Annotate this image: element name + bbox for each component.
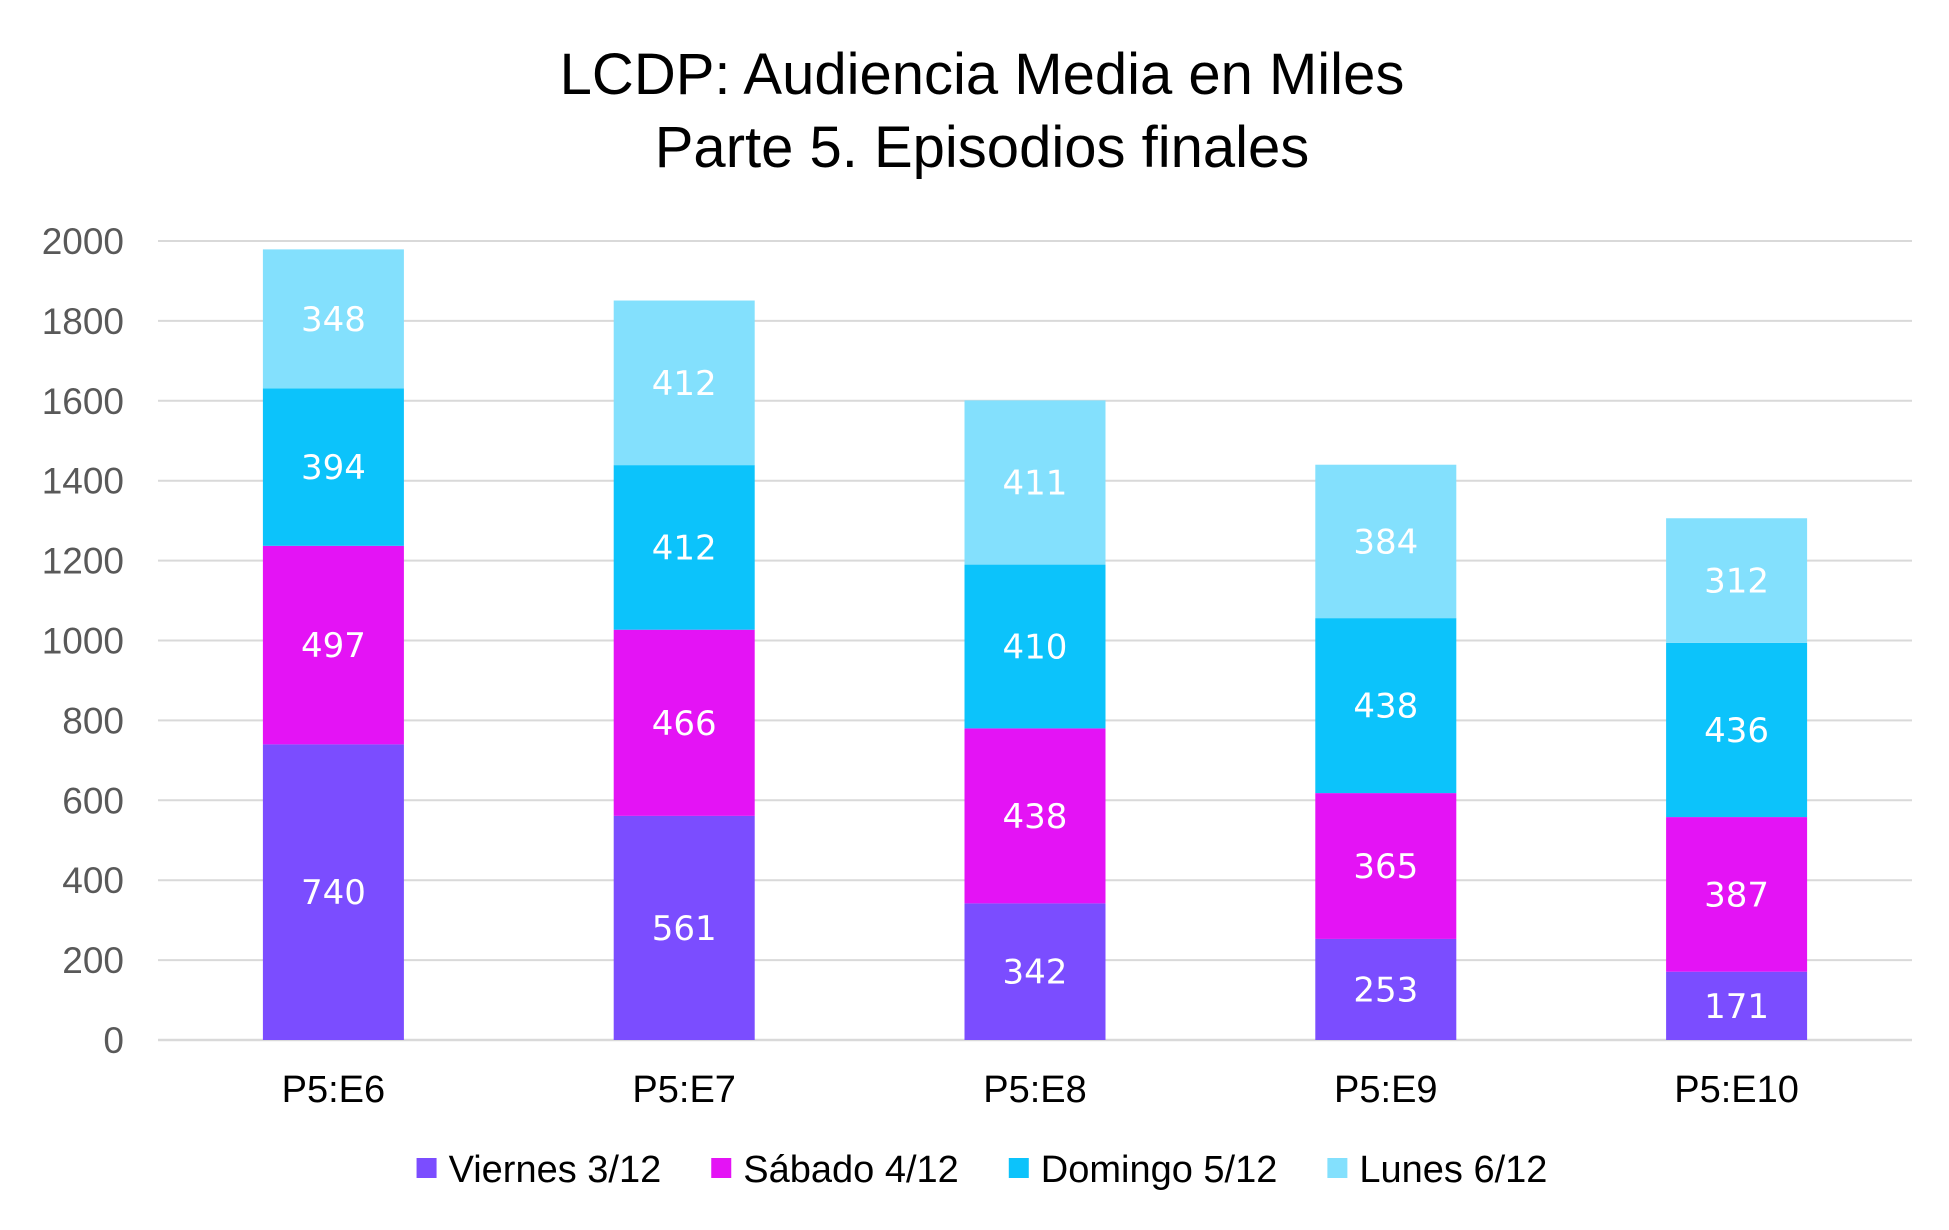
- bar-value-label: 384: [1353, 522, 1418, 562]
- y-tick-label: 800: [62, 700, 124, 741]
- y-tick-label: 600: [62, 780, 124, 821]
- bar-segment: [1666, 642, 1808, 818]
- bar-segment: [613, 629, 755, 816]
- x-category-label: P5:E7: [632, 1069, 736, 1111]
- y-tick-label: 400: [62, 860, 124, 901]
- legend-label: Domingo 5/12: [1041, 1149, 1278, 1191]
- y-tick-label: 1200: [42, 541, 124, 582]
- bar-value-label: 740: [301, 873, 366, 913]
- bar-segment: [1666, 817, 1808, 972]
- bar-value-label: 497: [301, 626, 366, 666]
- bar-value-label: 412: [652, 364, 717, 404]
- bar-value-label: 171: [1704, 987, 1769, 1027]
- bar-segment: [964, 728, 1106, 904]
- y-tick-label: 1800: [42, 301, 124, 342]
- x-category-label: P5:E6: [282, 1069, 386, 1111]
- bar-segment: [262, 388, 404, 546]
- chart-title: LCDP: Audiencia Media en Miles: [560, 42, 1405, 107]
- legend-swatch: [416, 1158, 437, 1178]
- bar-segment: [262, 744, 404, 1040]
- bars: [262, 249, 1808, 1040]
- bar-segment: [964, 903, 1106, 1040]
- bar-value-label: 438: [1353, 687, 1418, 727]
- legend-swatch: [1008, 1158, 1029, 1178]
- bar-value-label: 342: [1003, 953, 1068, 993]
- bar-value-label: 411: [1003, 463, 1068, 503]
- bar-value-label: 312: [1704, 562, 1769, 602]
- y-tick-label: 200: [62, 940, 124, 981]
- bar-segment: [613, 300, 755, 466]
- bar-value-label: 412: [652, 528, 717, 568]
- y-tick-label: 2000: [42, 221, 124, 262]
- legend-label: Viernes 3/12: [449, 1149, 662, 1191]
- legend-label: Sábado 4/12: [743, 1149, 959, 1191]
- legend-swatch: [1327, 1158, 1348, 1178]
- bar-segment: [262, 545, 404, 745]
- bar-value-label: 253: [1353, 970, 1418, 1010]
- bar-segment: [1315, 464, 1457, 619]
- legend-label: Lunes 6/12: [1359, 1149, 1547, 1191]
- bar-segment: [964, 564, 1106, 729]
- bar-value-label: 365: [1353, 847, 1418, 887]
- bar-segment: [1315, 618, 1457, 794]
- bar-value-label: 394: [301, 448, 366, 488]
- legend-swatch: [711, 1158, 732, 1178]
- y-tick-label: 1400: [42, 461, 124, 502]
- bar-value-label: 438: [1003, 797, 1068, 837]
- bar-value-label: 561: [652, 909, 717, 949]
- bar-value-label: 466: [652, 704, 717, 744]
- y-axis-ticks: 0 200 400 600 800 1000 1200 1400 1600 1800 2000: [42, 221, 124, 1061]
- bar-segment: [1666, 971, 1808, 1040]
- legend: Viernes 3/12 Sábado 4/12 Domingo 5/12 Lunes…: [416, 1149, 1547, 1191]
- bar-segment: [262, 249, 404, 389]
- bar-segment: [964, 400, 1106, 565]
- bar-value-label: 387: [1704, 875, 1769, 915]
- bar-segment: [1666, 518, 1808, 643]
- y-tick-label: 1000: [42, 621, 124, 662]
- bar-segment: [1315, 793, 1457, 939]
- chart-subtitle: Parte 5. Episodios finales: [655, 115, 1309, 180]
- bar-data-labels: 740 497 394 348 561 466 412 412 342 438 410 411 253 3…: [301, 300, 1769, 1027]
- x-axis-categories: P5:E6 P5:E7 P5:E8 P5:E9 P5:E10: [282, 1069, 1799, 1111]
- x-category-label: P5:E9: [1334, 1069, 1438, 1111]
- bar-value-label: 410: [1003, 627, 1068, 667]
- x-category-label: P5:E8: [983, 1069, 1087, 1111]
- y-tick-label: 1600: [42, 381, 124, 422]
- bar-segment: [613, 465, 755, 630]
- bar-segment: [613, 815, 755, 1040]
- bar-value-label: 436: [1704, 711, 1769, 751]
- bar-value-label: 348: [301, 300, 366, 340]
- y-tick-label: 0: [103, 1020, 124, 1061]
- bar-segment: [1315, 938, 1457, 1040]
- x-category-label: P5:E10: [1674, 1069, 1799, 1111]
